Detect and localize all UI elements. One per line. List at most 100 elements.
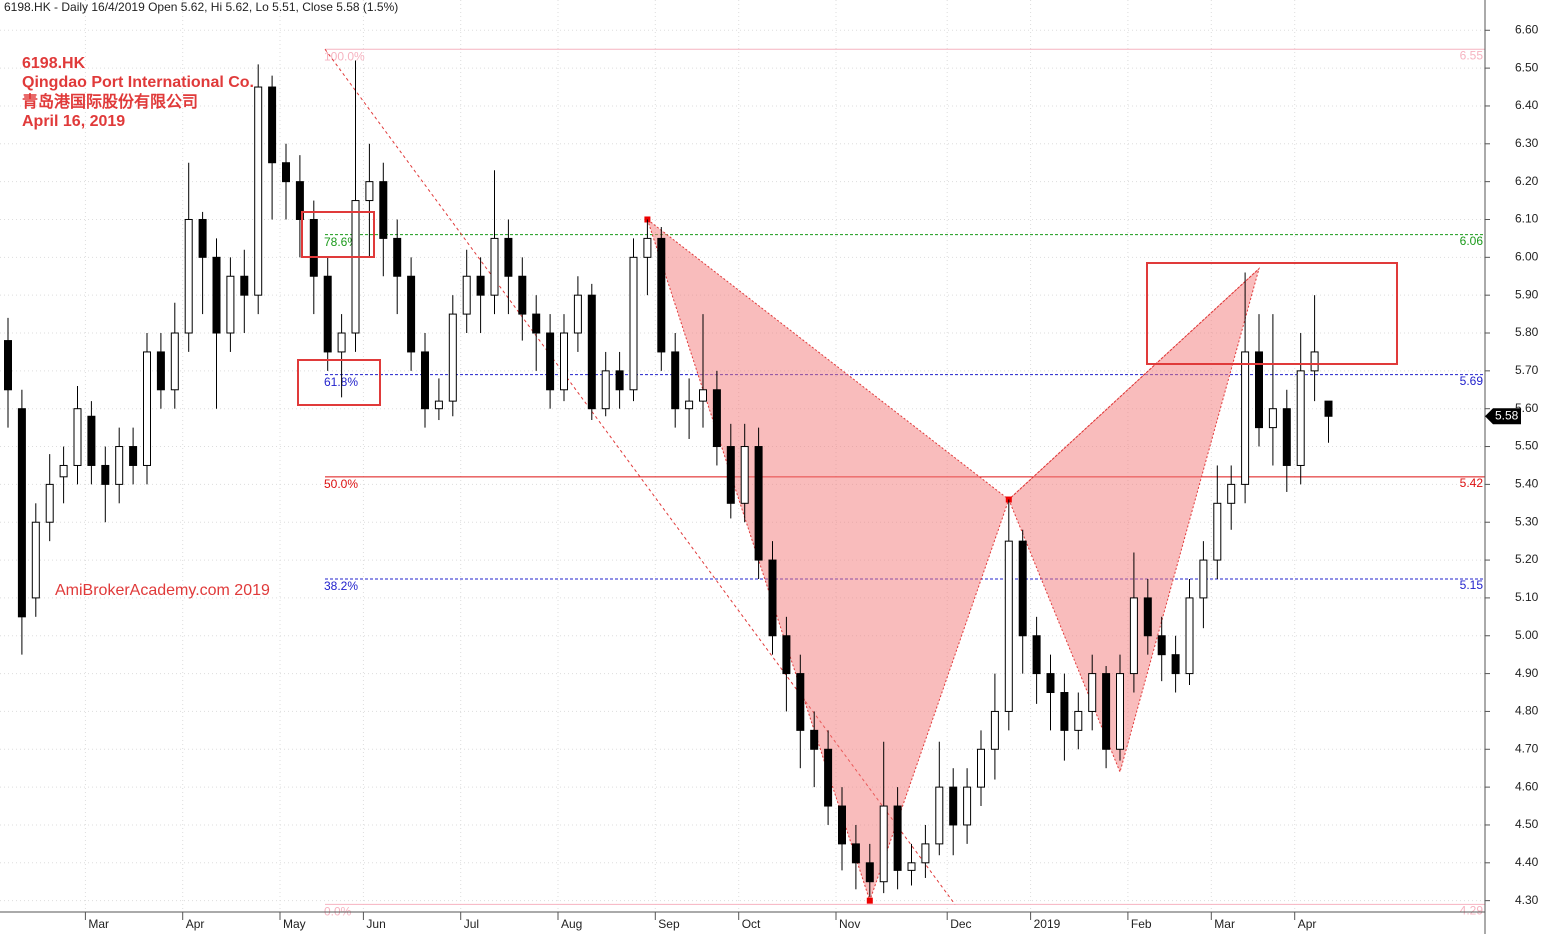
candle-body [1157, 635, 1166, 656]
candle-body [657, 237, 666, 353]
candle-body [1074, 710, 1083, 731]
candle-body [17, 408, 26, 618]
y-tick-label: 4.90 [1515, 666, 1539, 680]
candle-body [907, 862, 916, 871]
candle-body [963, 786, 972, 826]
fib-value: 6.06 [1460, 234, 1484, 248]
x-tick-label: Oct [742, 917, 761, 931]
candle-body [1268, 408, 1277, 429]
candle-body [73, 408, 82, 466]
candle-body [990, 710, 999, 750]
candle-body [1241, 351, 1250, 485]
candle-body [629, 256, 638, 391]
candle-body [462, 275, 471, 315]
candle-body [824, 748, 833, 807]
candle-body [1102, 673, 1111, 750]
pattern [644, 216, 1260, 904]
candle-body [254, 86, 263, 296]
x-tick-label: Mar [88, 917, 109, 931]
candle-body [87, 415, 96, 466]
candle-body [601, 370, 610, 410]
pattern-area [646, 218, 1010, 903]
candle-body [977, 748, 985, 788]
candle-body [685, 400, 694, 410]
candle-body [309, 218, 318, 277]
candle-body [323, 275, 332, 353]
candle-body [1088, 673, 1097, 712]
y-tick-label: 5.80 [1515, 325, 1539, 339]
y-tick-label: 6.50 [1515, 60, 1539, 74]
chart-title: 6198.HK - Daily 16/4/2019 Open 5.62, Hi … [4, 0, 398, 14]
x-tick-label: Jul [464, 917, 479, 931]
candle-body [4, 340, 12, 391]
x-tick-label: Jun [366, 917, 385, 931]
candle-body [1143, 597, 1152, 637]
candle-body [59, 464, 68, 478]
y-tick-label: 4.60 [1515, 779, 1539, 793]
candle-body [518, 275, 527, 315]
candle-body [490, 237, 499, 296]
x-tick-label: Aug [561, 917, 582, 931]
y-tick-label: 5.30 [1515, 514, 1539, 528]
candle-body [504, 237, 513, 277]
y-tick-label: 6.60 [1515, 22, 1539, 36]
price-tag-label: 5.58 [1495, 408, 1519, 422]
x-tick-label: Apr [1298, 917, 1317, 931]
candle-body [1129, 597, 1138, 675]
annotation: Qingdao Port International Co. [22, 74, 254, 91]
candle-body [365, 181, 374, 202]
candle-body [184, 218, 193, 334]
fib-label: 38.2% [324, 579, 358, 593]
candle-body [532, 313, 541, 334]
candle-body [156, 351, 165, 391]
y-tick-label: 5.50 [1515, 439, 1539, 453]
candle-body [893, 805, 902, 871]
fib-label: 100.0% [324, 49, 365, 63]
x-tick-label: Dec [950, 917, 971, 931]
candle-body [1004, 540, 1013, 712]
candle-body [671, 351, 680, 410]
y-tick-label: 5.10 [1515, 590, 1539, 604]
y-tick-label: 6.00 [1515, 249, 1539, 263]
x-tick-label: Sep [658, 917, 680, 931]
candle-body [337, 332, 346, 353]
candle-body [212, 256, 221, 334]
annotation: 青岛港国际股份有限公司 [22, 92, 198, 111]
highlight-box [301, 211, 375, 258]
y-tick-label: 5.90 [1515, 287, 1539, 301]
fib-label: 50.0% [324, 477, 358, 491]
candle-body [226, 275, 235, 334]
x-tick-label: Mar [1214, 917, 1235, 931]
annotation: April 16, 2019 [22, 113, 125, 130]
candle-body [476, 275, 485, 296]
candle-body [129, 446, 138, 466]
candle-body [1171, 654, 1180, 675]
candle-body [949, 786, 958, 826]
candle-body [31, 521, 40, 599]
candle-body [935, 786, 944, 845]
candle-body [170, 332, 179, 391]
candle-body [782, 635, 791, 675]
candle-body [1213, 502, 1222, 561]
candle-body [921, 843, 930, 864]
fib-value: 6.55 [1460, 48, 1484, 62]
pattern-edge [1008, 268, 1260, 500]
candle-body [712, 389, 721, 448]
y-tick-label: 6.10 [1515, 212, 1539, 226]
candle-body [796, 673, 805, 731]
candle-body [573, 294, 582, 334]
x-tick-label: 2019 [1034, 917, 1061, 931]
y-tick-label: 5.70 [1515, 363, 1539, 377]
y-tick-label: 6.40 [1515, 98, 1539, 112]
y-tick-label: 5.00 [1515, 628, 1539, 642]
x-tick-label: May [283, 917, 306, 931]
highlight-box [1146, 262, 1398, 365]
candle-body [1199, 559, 1208, 599]
watermark: AmiBrokerAcademy.com 2019 [55, 582, 270, 599]
candle-body [546, 332, 555, 391]
candle-body [1310, 351, 1319, 372]
candle-body [1324, 400, 1333, 417]
candle-body [143, 351, 151, 466]
candle-body [282, 162, 290, 183]
